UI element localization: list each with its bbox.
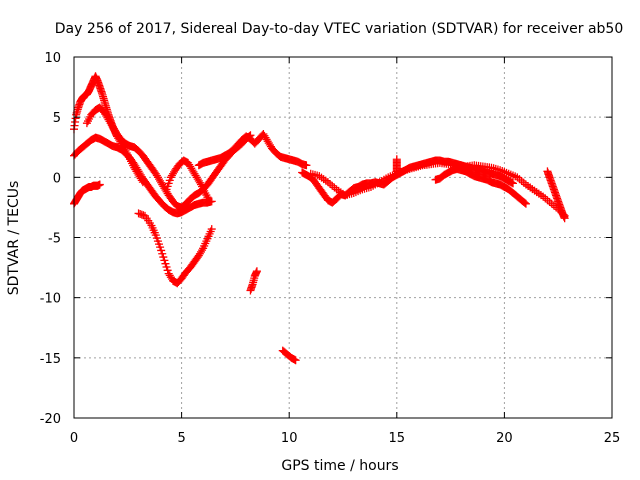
series-arc-9 [278,346,300,365]
series-arc-13 [543,167,569,223]
x-tick-label: 10 [281,431,298,446]
x-tick-label: 15 [389,431,406,446]
x-tick-label: 25 [604,431,621,446]
data-point [521,199,530,208]
data-point [207,225,216,234]
y-tick-label: 0 [53,171,61,186]
axis-ticks [73,56,613,419]
x-tick-label: 5 [177,431,185,446]
data-point [302,161,311,170]
y-tick-label: 10 [44,51,61,66]
y-axis-label: SDTVAR / TECUs [6,181,22,296]
series-arc-12 [431,164,530,208]
data-point [509,179,518,188]
y-tick-label: -10 [40,292,61,307]
data-point [291,356,300,365]
y-tick-label: -5 [48,232,61,247]
tick-labels: 0 5 10 15 20 25 -20 -15 -10 -5 0 5 10 [40,51,621,446]
data-points [70,72,569,365]
data-point [560,214,569,223]
series-arc-3 [70,133,216,218]
data-point [392,167,401,176]
series-arc-14 [392,155,401,176]
series-arc-8 [246,267,261,295]
y-tick-label: -20 [40,412,61,427]
series-arc-5 [134,209,216,288]
chart-title: Day 256 of 2017, Sidereal Day-to-day VTE… [55,21,624,37]
series-arc-6 [162,156,214,206]
data-point [198,246,207,255]
data-point [520,198,529,207]
data-point [95,180,104,189]
y-tick-label: 5 [53,111,61,126]
series-arc-2 [70,180,104,208]
y-tick-label: -15 [40,352,61,367]
data-point [205,197,214,206]
x-tick-label: 20 [496,431,513,446]
series-arc-7 [194,130,311,170]
x-axis-label: GPS time / hours [281,458,398,474]
x-tick-label: 0 [70,431,78,446]
series-arc-4 [82,103,255,212]
data-point [252,267,261,276]
series-arc-11 [306,158,569,220]
